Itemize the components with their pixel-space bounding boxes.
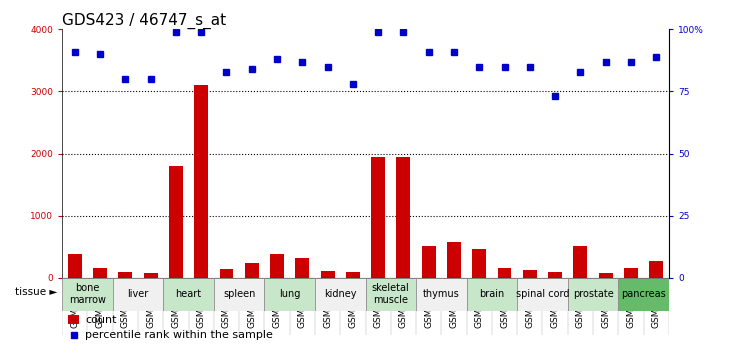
Bar	[295, 258, 309, 278]
Bar	[68, 254, 82, 278]
Bar	[366, 278, 416, 310]
Bar	[194, 85, 208, 278]
Bar	[219, 269, 233, 278]
Bar	[518, 278, 568, 310]
Bar	[573, 246, 587, 278]
Bar	[416, 278, 466, 310]
Bar	[270, 254, 284, 278]
Bar	[599, 273, 613, 278]
Bar	[321, 271, 335, 278]
Bar	[118, 272, 132, 278]
Bar	[548, 272, 562, 278]
Bar	[568, 278, 618, 310]
Bar	[422, 246, 436, 278]
Text: brain: brain	[480, 289, 504, 299]
Bar	[144, 273, 158, 278]
Bar	[624, 268, 638, 278]
Text: spinal cord: spinal cord	[515, 289, 569, 299]
Bar	[346, 272, 360, 278]
Bar	[466, 278, 518, 310]
Bar	[649, 261, 663, 278]
Bar	[265, 278, 315, 310]
Bar	[68, 315, 79, 324]
Text: GDS423 / 46747_s_at: GDS423 / 46747_s_at	[62, 13, 227, 29]
Bar	[93, 268, 107, 278]
Text: lung: lung	[279, 289, 300, 299]
Bar	[472, 249, 486, 278]
Text: spleen: spleen	[223, 289, 255, 299]
Bar	[523, 270, 537, 278]
Text: liver: liver	[127, 289, 148, 299]
Text: tissue ►: tissue ►	[15, 287, 57, 297]
Text: kidney: kidney	[324, 289, 357, 299]
Text: thymus: thymus	[423, 289, 460, 299]
Text: skeletal
muscle: skeletal muscle	[372, 283, 409, 305]
Text: percentile rank within the sample: percentile rank within the sample	[86, 330, 273, 340]
Bar	[396, 157, 410, 278]
Bar	[169, 166, 183, 278]
Bar	[62, 278, 113, 310]
Bar	[315, 278, 366, 310]
Bar	[618, 278, 669, 310]
Text: pancreas: pancreas	[621, 289, 666, 299]
Bar	[498, 268, 512, 278]
Bar	[163, 278, 213, 310]
Text: heart: heart	[175, 289, 202, 299]
Text: prostate: prostate	[572, 289, 613, 299]
Bar	[371, 157, 385, 278]
Text: bone
marrow: bone marrow	[69, 283, 106, 305]
Text: count: count	[86, 315, 117, 325]
Bar	[245, 264, 259, 278]
Bar	[113, 278, 163, 310]
Bar	[447, 242, 461, 278]
Bar	[213, 278, 265, 310]
